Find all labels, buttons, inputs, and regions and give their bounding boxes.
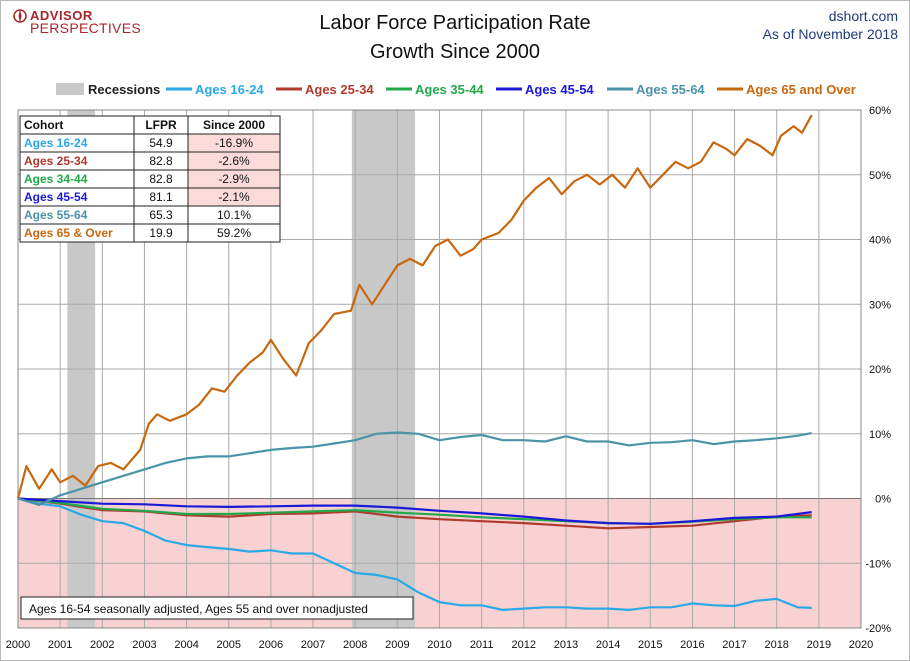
- source-label: dshort.com: [828, 8, 898, 24]
- table-cell-lfpr-2: 82.8: [149, 172, 173, 186]
- table-cell-lfpr-1: 82.8: [149, 154, 173, 168]
- table-cell-shade-2: [188, 170, 280, 188]
- table-cell-cohort-2: Ages 34-44: [24, 172, 88, 186]
- legend: Recessions Ages 16-24 Ages 25-34 Ages 35-44…: [56, 82, 856, 97]
- series-lines: [16, 114, 813, 611]
- y-tick-label-8: -20%: [865, 623, 891, 635]
- legend-swatch-recessions: [56, 83, 84, 95]
- x-tick-label-2003: 2003: [132, 639, 156, 651]
- advisor-perspectives-logo: ADVISOR PERSPECTIVES: [12, 8, 141, 36]
- y-tick-label-7: -10%: [865, 558, 891, 570]
- table-header-row: [20, 116, 280, 134]
- legend-label-0: Ages 16-24: [195, 82, 264, 97]
- legend-label-4: Ages 55-64: [636, 82, 705, 97]
- logo-text-advisor: ADVISOR: [30, 8, 93, 23]
- x-tick-label-2007: 2007: [301, 639, 325, 651]
- legend-label-recessions: Recessions: [88, 82, 160, 97]
- x-tick-label-2001: 2001: [48, 639, 72, 651]
- y-tick-label-6: 0%: [875, 494, 891, 506]
- legend-label-3: Ages 45-54: [525, 82, 594, 97]
- table-cell-shade-1: [188, 152, 280, 170]
- legend-label-5: Ages 65 and Over: [746, 82, 856, 97]
- table-cell-since-5: 59.2%: [217, 226, 251, 240]
- x-tick-label-2005: 2005: [217, 639, 241, 651]
- y-tick-label-5: 10%: [869, 429, 891, 441]
- table-border: [19, 115, 281, 243]
- table-cell-cohort-1: Ages 25-34: [24, 154, 88, 168]
- axis-labels: 2000 2001 2002 2003 2004 2005 2006 2007 2008 2009…: [6, 105, 891, 651]
- x-tick-label-2013: 2013: [554, 639, 578, 651]
- compass-icon: [13, 9, 27, 23]
- note-box: Ages 16-54 seasonally adjusted, Ages 55 …: [20, 596, 414, 620]
- y-tick-label-4: 20%: [869, 364, 891, 376]
- x-tick-label-2011: 2011: [470, 639, 494, 651]
- x-tick-label-2018: 2018: [764, 639, 788, 651]
- series-line-5: [16, 114, 813, 499]
- note-box-border: [20, 596, 414, 620]
- chart-title: Labor Force Participation Rate: [319, 12, 591, 34]
- series-line-4: [17, 431, 812, 507]
- x-tick-label-2008: 2008: [343, 639, 367, 651]
- table-cell-since-1: -2.6%: [218, 154, 250, 168]
- x-tick-label-2014: 2014: [596, 639, 620, 651]
- summary-table: Cohort LFPR Since 2000 Ages 16-24 54.9 -16.9%…: [19, 115, 281, 243]
- table-header-lfpr: LFPR: [145, 118, 177, 132]
- x-tick-label-2012: 2012: [512, 639, 536, 651]
- note-text: Ages 16-54 seasonally adjusted, Ages 55 …: [29, 602, 368, 616]
- x-tick-label-2015: 2015: [638, 639, 662, 651]
- table-cell-cohort-3: Ages 45-54: [24, 190, 88, 204]
- table-cell-lfpr-5: 19.9: [149, 226, 173, 240]
- series-line-0: [17, 497, 812, 611]
- x-tick-label-2020: 2020: [849, 639, 873, 651]
- table-cell-since-3: -2.1%: [218, 190, 250, 204]
- table-cell-lfpr-0: 54.9: [149, 136, 173, 150]
- table-header-since: Since 2000: [203, 118, 265, 132]
- x-tick-label-2016: 2016: [680, 639, 704, 651]
- table-cell-since-0: -16.9%: [215, 136, 253, 150]
- table-header-cohort: Cohort: [24, 118, 63, 132]
- table-cell-since-4: 10.1%: [217, 208, 251, 222]
- x-tick-label-2017: 2017: [722, 639, 746, 651]
- table-cell-lfpr-3: 81.1: [149, 190, 173, 204]
- x-tick-label-2000: 2000: [6, 639, 30, 651]
- x-tick-label-2009: 2009: [385, 639, 409, 651]
- plot-border: [17, 109, 862, 629]
- table-cell-lfpr-4: 65.3: [149, 208, 173, 222]
- table-cell-shade-3: [188, 188, 280, 206]
- table-cell-cohort-4: Ages 55-64: [24, 208, 88, 222]
- y-tick-label-1: 50%: [869, 170, 891, 182]
- table-cell-cohort-5: Ages 65 & Over: [24, 226, 113, 240]
- x-tick-label-2010: 2010: [427, 639, 451, 651]
- x-tick-label-2006: 2006: [259, 639, 283, 651]
- x-tick-label-2019: 2019: [807, 639, 831, 651]
- legend-label-1: Ages 25-34: [305, 82, 374, 97]
- y-tick-label-0: 60%: [869, 105, 891, 117]
- logo-text-perspectives: PERSPECTIVES: [30, 20, 141, 36]
- legend-label-2: Ages 35-44: [415, 82, 484, 97]
- x-tick-label-2004: 2004: [174, 639, 198, 651]
- series-line-3: [17, 497, 812, 525]
- chart-subtitle: Growth Since 2000: [369, 41, 541, 63]
- y-tick-label-2: 40%: [869, 235, 891, 247]
- x-tick-label-2002: 2002: [90, 639, 114, 651]
- as-of-date: As of November 2018: [762, 26, 898, 42]
- y-tick-label-3: 30%: [869, 299, 891, 311]
- table-cell-cohort-0: Ages 16-24: [24, 136, 88, 150]
- table-cell-shade-0: [188, 134, 280, 152]
- table-cell-since-2: -2.9%: [218, 172, 250, 186]
